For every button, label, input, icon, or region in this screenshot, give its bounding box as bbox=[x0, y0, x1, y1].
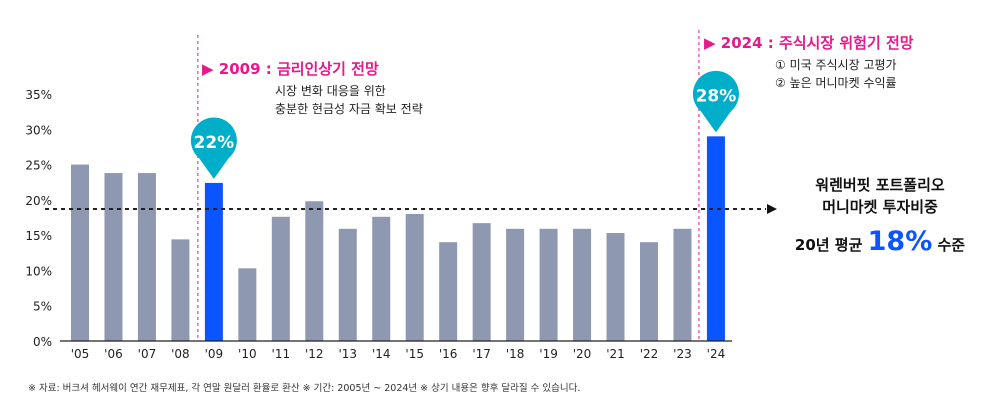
y-tick-label: 35% bbox=[25, 88, 52, 102]
data-label: 28% bbox=[696, 86, 737, 106]
annotation-2024-text: ① 미국 주식시장 고평가 ② 높은 머니마켓 수익률 bbox=[775, 56, 897, 92]
average-arrow-icon bbox=[767, 204, 777, 215]
bar-08 bbox=[171, 239, 190, 341]
bar-10 bbox=[238, 268, 257, 341]
bar-15 bbox=[405, 213, 424, 341]
x-tick-label: '23 bbox=[673, 347, 692, 361]
side-caption: 워렌버핏 포트폴리오 머니마켓 투자비중 bbox=[790, 174, 970, 218]
bar-20 bbox=[573, 228, 592, 341]
bar-11 bbox=[271, 216, 290, 341]
average-callout: 20년 평균 18% 수준 bbox=[790, 226, 970, 257]
footnote: ※ 자료: 버크셔 헤서웨이 연간 재무제표, 각 연말 원달러 환율로 환산 … bbox=[28, 383, 581, 394]
x-tick-label: '14 bbox=[372, 347, 391, 361]
x-tick-label: '09 bbox=[205, 347, 224, 361]
avg-suffix: 수준 bbox=[937, 236, 966, 254]
x-tick-label: '11 bbox=[272, 347, 291, 361]
bar-23 bbox=[673, 228, 692, 341]
annotation-line: 충분한 현금성 자금 확보 전략 bbox=[275, 102, 423, 116]
x-tick-label: '06 bbox=[104, 347, 123, 361]
x-tick-label: '15 bbox=[405, 347, 424, 361]
y-tick-label: 20% bbox=[25, 194, 52, 208]
annotation-2009-title: ▶ 2009 : 금리인상기 전망 bbox=[202, 60, 379, 78]
bar-19 bbox=[539, 228, 558, 341]
annotation-2009-text: 시장 변화 대응을 위한 충분한 현금성 자금 확보 전략 bbox=[275, 82, 423, 118]
x-tick-label: '19 bbox=[539, 347, 558, 361]
x-tick-label: '24 bbox=[707, 347, 726, 361]
annotation-2024-title: ▶ 2024 : 주식시장 위험기 전망 bbox=[704, 34, 914, 52]
annotation-line: 시장 변화 대응을 위한 bbox=[275, 84, 386, 98]
y-tick-label: 10% bbox=[25, 264, 52, 278]
x-tick-label: '13 bbox=[338, 347, 357, 361]
bar-22 bbox=[639, 242, 658, 341]
x-tick-label: '21 bbox=[606, 347, 625, 361]
x-tick-label: '10 bbox=[238, 347, 257, 361]
bar-09 bbox=[204, 182, 223, 341]
avg-value: 18% bbox=[867, 226, 933, 257]
y-tick-label: 30% bbox=[25, 123, 52, 137]
value-marker-pin bbox=[692, 70, 739, 133]
value-marker-pin bbox=[190, 117, 237, 179]
bar-06 bbox=[104, 173, 123, 341]
bar-16 bbox=[439, 242, 458, 341]
x-tick-label: '16 bbox=[439, 347, 458, 361]
bar-24 bbox=[706, 136, 725, 341]
x-tick-label: '22 bbox=[640, 347, 659, 361]
bar-18 bbox=[506, 228, 525, 341]
bar-21 bbox=[606, 233, 625, 341]
annotation-line: ① 미국 주식시장 고평가 bbox=[775, 58, 897, 72]
bar-05 bbox=[71, 164, 89, 341]
bar-12 bbox=[305, 201, 324, 341]
bar-07 bbox=[137, 173, 156, 341]
y-tick-label: 25% bbox=[25, 159, 52, 173]
data-label: 22% bbox=[194, 133, 235, 153]
x-tick-label: '20 bbox=[573, 347, 592, 361]
x-tick-label: '12 bbox=[305, 347, 324, 361]
x-tick-label: '17 bbox=[472, 347, 491, 361]
x-tick-label: '18 bbox=[506, 347, 525, 361]
y-tick-label: 15% bbox=[25, 229, 52, 243]
annotation-line: ② 높은 머니마켓 수익률 bbox=[775, 76, 897, 90]
side-line-1: 워렌버핏 포트폴리오 bbox=[815, 176, 945, 194]
x-tick-label: '08 bbox=[171, 347, 190, 361]
x-tick-label: '05 bbox=[71, 347, 90, 361]
y-tick-label: 0% bbox=[33, 335, 52, 349]
bar-14 bbox=[372, 216, 391, 341]
bar-17 bbox=[472, 223, 491, 341]
avg-prefix: 20년 평균 bbox=[794, 236, 863, 254]
bar-13 bbox=[338, 228, 357, 341]
y-tick-label: 5% bbox=[33, 300, 52, 314]
x-tick-label: '07 bbox=[138, 347, 157, 361]
side-line-2: 머니마켓 투자비중 bbox=[822, 198, 938, 216]
